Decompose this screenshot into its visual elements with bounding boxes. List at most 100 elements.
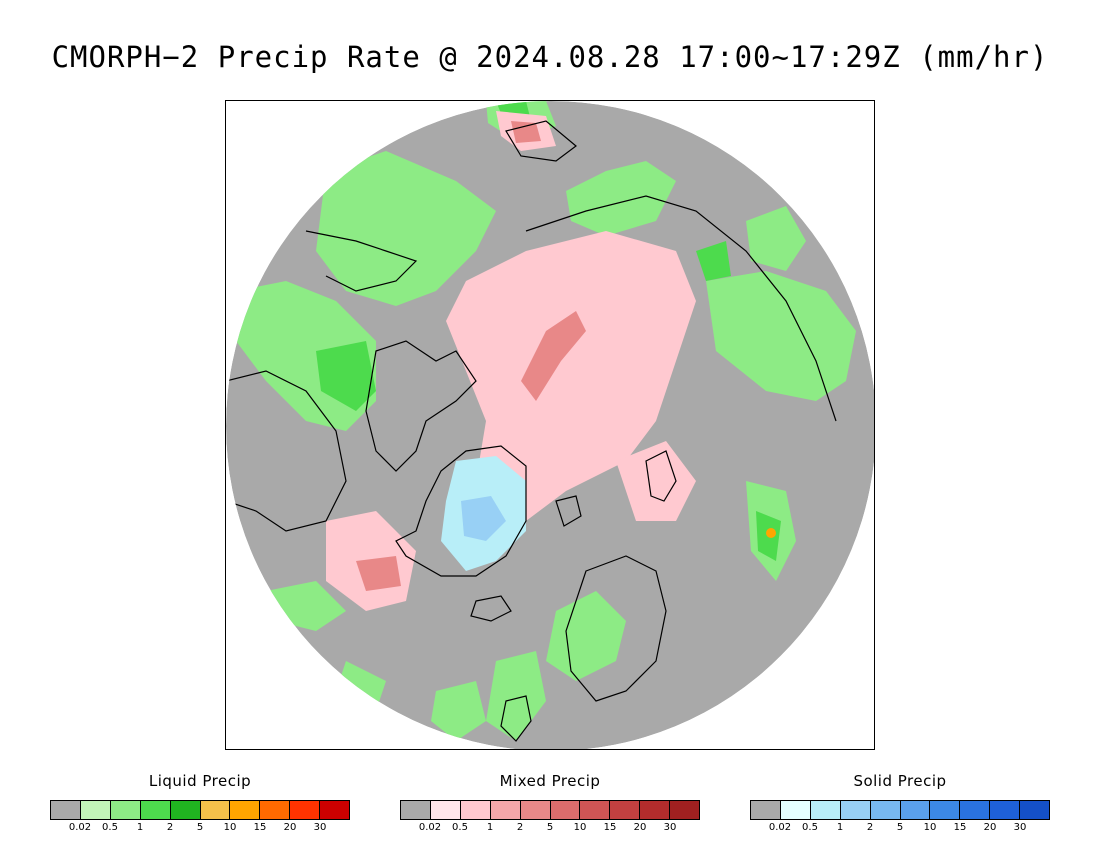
- legend-solid-precip: Solid Precip 0.02 0.5 1 2 5 10 15 20 30: [750, 770, 1050, 833]
- legend-swatch: [401, 801, 431, 819]
- legend-swatch: [1020, 801, 1050, 819]
- legend-liquid-precip: Liquid Precip 0.02 0.5 1 2 5 10 15 20 30: [50, 770, 350, 833]
- legend-tick-label: 15: [603, 822, 617, 833]
- mixed-precip-area: [446, 231, 696, 541]
- legend-swatch: [320, 801, 350, 819]
- liquid-precip-area: [431, 681, 486, 741]
- legend-tick-label: 0.5: [102, 822, 118, 833]
- mixed-precip-area: [356, 556, 401, 591]
- siberia-coast: [525, 195, 837, 422]
- legend-swatch: [870, 801, 901, 819]
- legend-ticks: 0.02 0.5 1 2 5 10 15 20 30: [400, 822, 700, 836]
- legend-swatch: [780, 801, 811, 819]
- legend-swatch: [140, 801, 171, 819]
- legend-tick-label: 5: [546, 822, 554, 833]
- liquid-precip-area: [316, 151, 496, 306]
- legend-swatch: [580, 801, 611, 819]
- legend-tick-label: 0.5: [802, 822, 818, 833]
- legend-tick-label: 20: [283, 822, 297, 833]
- legend-tick-label: 1: [486, 822, 494, 833]
- legend-title: Liquid Precip: [148, 772, 252, 790]
- legend-tick-label: 0.02: [418, 822, 442, 833]
- north-america-coast: [226, 370, 347, 532]
- legend-tick-label: 15: [253, 822, 267, 833]
- novaya-zemlya-coast: [645, 450, 677, 502]
- legend-tick-label: 10: [923, 822, 937, 833]
- legend-swatch: [751, 801, 781, 819]
- legend-title: Solid Precip: [853, 772, 947, 790]
- mixed-precip-area: [616, 441, 696, 521]
- legend-swatch: [110, 801, 141, 819]
- legend-tick-label: 5: [196, 822, 204, 833]
- liquid-precip-area: [746, 206, 806, 271]
- bering-coast: [505, 120, 577, 162]
- legend-title: Mixed Precip: [499, 772, 601, 790]
- legend-swatch: [960, 801, 991, 819]
- legend-ticks: 0.02 0.5 1 2 5 10 15 20 30: [50, 822, 350, 836]
- precip-map: [225, 100, 875, 750]
- coastlines: [226, 120, 837, 742]
- legend-tick-label: 1: [136, 822, 144, 833]
- legend-swatch: [900, 801, 931, 819]
- legend-swatch: [200, 801, 231, 819]
- svalbard-coast: [555, 495, 582, 527]
- liquid-precip-area: [566, 161, 676, 236]
- legend-swatch: [230, 801, 261, 819]
- legend-tick-label: 2: [516, 822, 524, 833]
- map-title: CMORPH−2 Precip Rate @ 2024.08.28 17:00~…: [51, 40, 1049, 74]
- map-disk: [226, 101, 874, 749]
- greenland-coast: [395, 445, 527, 577]
- legend-swatch: [610, 801, 641, 819]
- legend-tick-label: 15: [953, 822, 967, 833]
- legend-swatch: [930, 801, 961, 819]
- legend-swatch: [490, 801, 521, 819]
- mixed-precip-area: [511, 121, 541, 143]
- liquid-precip-area: [546, 591, 626, 681]
- legend-color-bar: [750, 800, 1050, 820]
- heavy-precip-cell: [766, 528, 776, 538]
- legend-swatch: [170, 801, 201, 819]
- legend-tick-label: 20: [983, 822, 997, 833]
- legend-color-bar: [400, 800, 700, 820]
- legend-tick-label: 0.02: [768, 822, 792, 833]
- polar-map-svg: [226, 101, 874, 749]
- mixed-precip-area: [521, 311, 586, 401]
- legend-tick-label: 20: [633, 822, 647, 833]
- legend-tick-label: 30: [1013, 822, 1027, 833]
- legend-tick-label: 30: [663, 822, 677, 833]
- legend-tick-label: 10: [223, 822, 237, 833]
- legend-tick-label: 2: [866, 822, 874, 833]
- legend-tick-label: 0.02: [68, 822, 92, 833]
- legend-swatch: [430, 801, 461, 819]
- legend-swatch: [640, 801, 671, 819]
- legend-swatch: [51, 801, 81, 819]
- legend-swatch: [670, 801, 700, 819]
- legend-tick-label: 0.5: [452, 822, 468, 833]
- legend-swatch: [260, 801, 291, 819]
- alaska-coast: [305, 230, 418, 292]
- legend-swatch: [290, 801, 321, 819]
- liquid-precip-area: [316, 341, 376, 411]
- legend-mixed-precip: Mixed Precip 0.02 0.5 1 2 5 10 15 20 30: [400, 770, 700, 833]
- legend-color-bar: [50, 800, 350, 820]
- legend-swatch: [810, 801, 841, 819]
- scandinavia-coast: [565, 555, 667, 702]
- legend-swatch: [80, 801, 111, 819]
- legend-swatch: [550, 801, 581, 819]
- canadian-archipelago-coast: [365, 340, 477, 472]
- legend-swatch: [460, 801, 491, 819]
- legend-tick-label: 5: [896, 822, 904, 833]
- british-isles-coast: [500, 695, 532, 742]
- legend-tick-label: 30: [313, 822, 327, 833]
- liquid-precip-area: [696, 241, 731, 281]
- legend-tick-label: 1: [836, 822, 844, 833]
- legend-swatch: [990, 801, 1021, 819]
- legend-ticks: 0.02 0.5 1 2 5 10 15 20 30: [750, 822, 1050, 836]
- legend-swatch: [840, 801, 871, 819]
- mixed-precip-moderate: [356, 121, 586, 591]
- legend-swatch: [520, 801, 551, 819]
- legend-tick-label: 10: [573, 822, 587, 833]
- legend-tick-label: 2: [166, 822, 174, 833]
- iceland-coast: [470, 595, 512, 622]
- solid-precip-area: [461, 496, 506, 541]
